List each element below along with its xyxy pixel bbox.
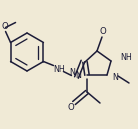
Text: O: O <box>68 103 74 112</box>
Text: O: O <box>100 26 106 35</box>
Text: NH: NH <box>54 65 65 74</box>
Text: O: O <box>1 22 8 31</box>
Text: NH: NH <box>120 54 132 62</box>
Text: N: N <box>75 71 81 79</box>
Text: N: N <box>70 68 75 77</box>
Text: N: N <box>112 72 118 82</box>
